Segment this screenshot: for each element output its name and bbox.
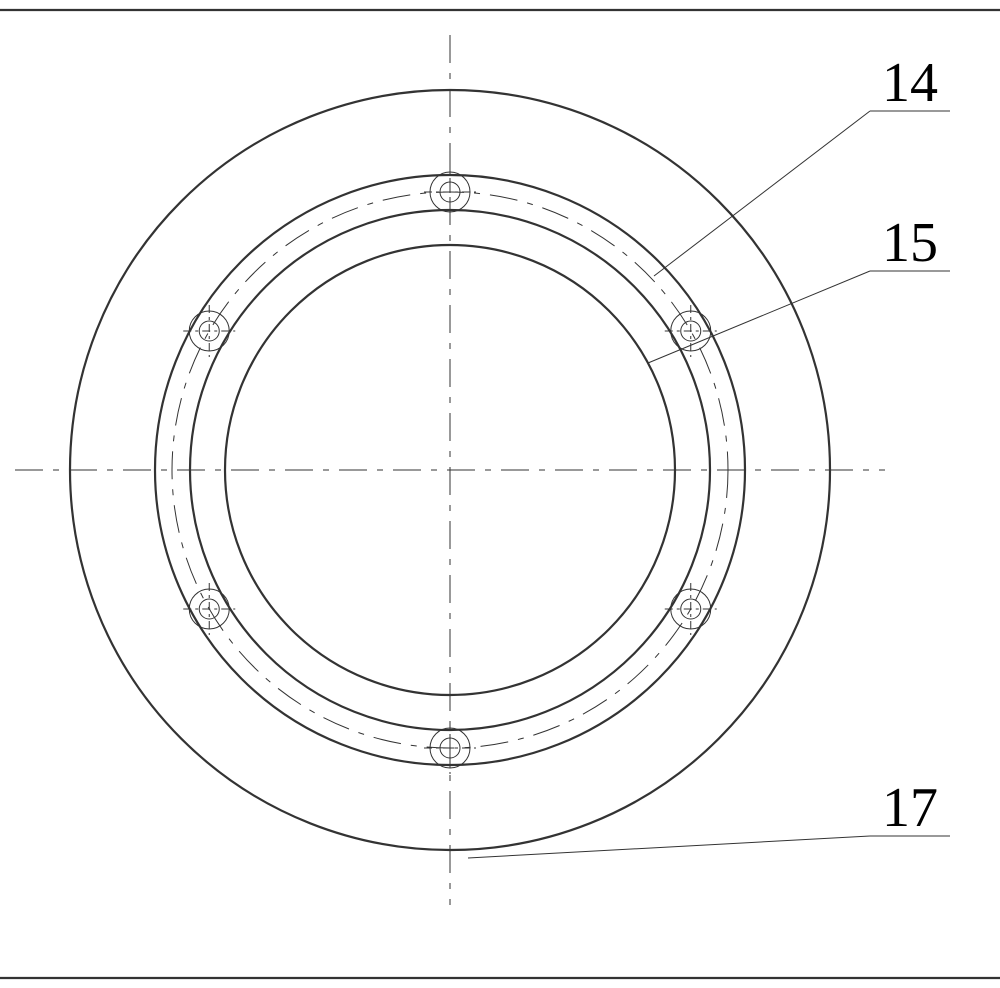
callout-label-17: 17 xyxy=(870,780,950,836)
diagram-canvas: 14 15 17 xyxy=(0,0,1000,988)
bolt-hole xyxy=(665,305,717,357)
bolt-hole xyxy=(183,583,235,635)
diagram-svg xyxy=(0,0,1000,988)
bolt-hole xyxy=(665,583,717,635)
leader-line-17 xyxy=(468,836,870,858)
bolt-hole xyxy=(183,305,235,357)
callout-label-15: 15 xyxy=(870,215,950,271)
callout-label-14: 14 xyxy=(870,55,950,111)
leader-line-15 xyxy=(648,271,870,363)
